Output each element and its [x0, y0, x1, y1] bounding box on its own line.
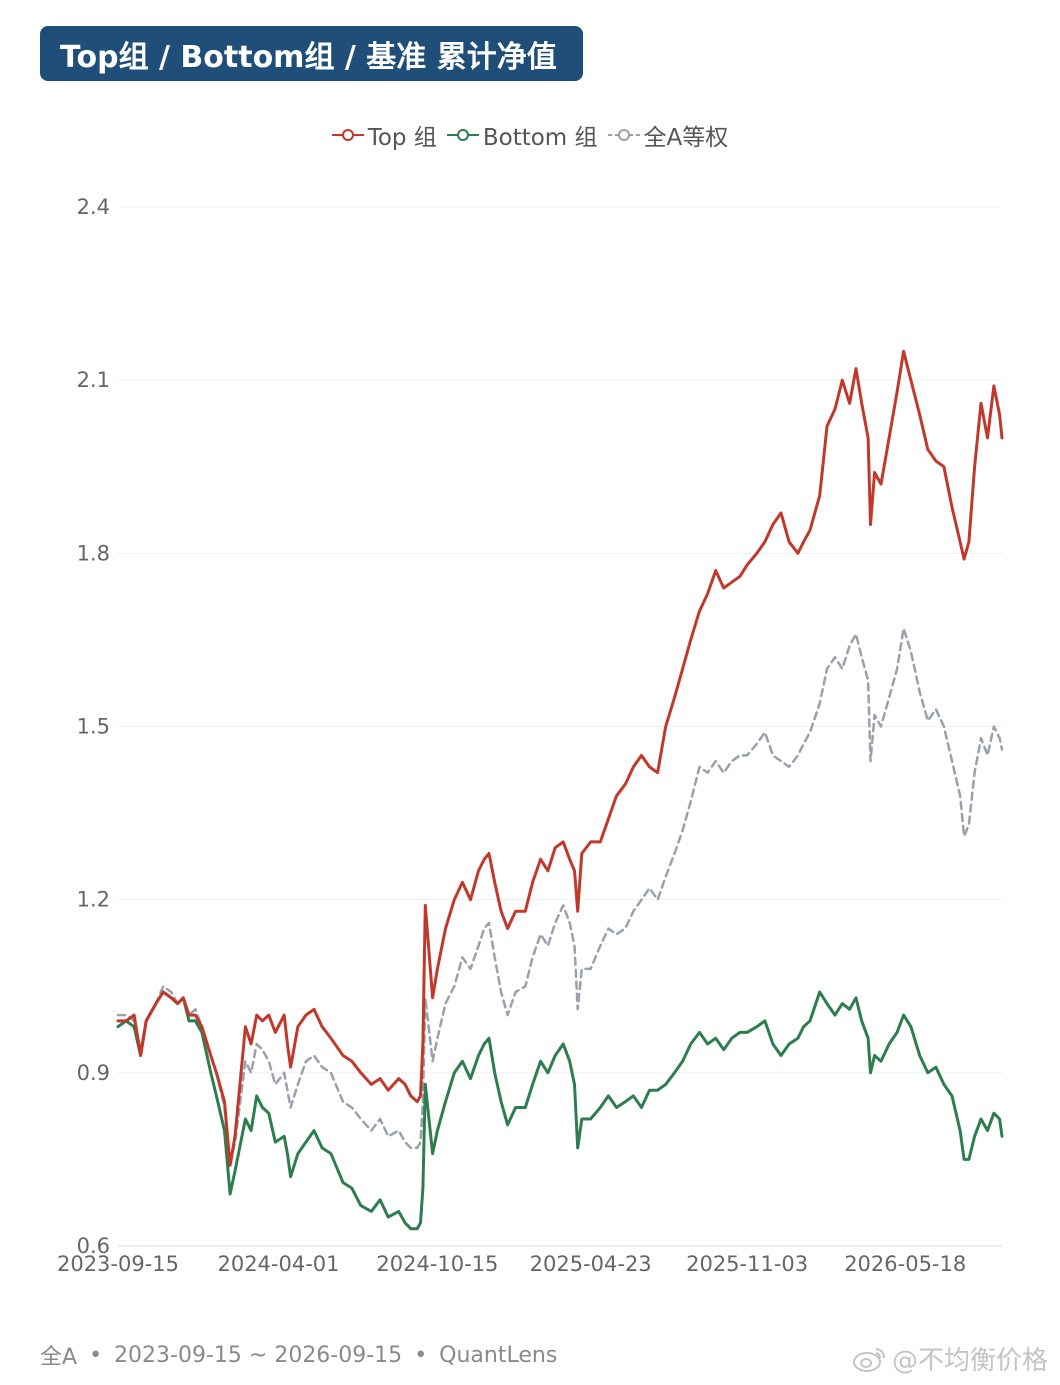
y-tick-label: 2.4	[77, 195, 110, 219]
chart-title: Top组 / Bottom组 / 基准 累计净值	[40, 26, 583, 81]
legend-marker-bottom-icon	[446, 129, 479, 141]
x-tick-label: 2026-05-18	[844, 1252, 966, 1276]
y-tick-label: 0.9	[77, 1061, 110, 1085]
footer-brand: QuantLens	[439, 1342, 558, 1368]
y-tick-label: 2.1	[77, 368, 110, 392]
x-axis: 2023-09-15 2024-04-01 2024-10-15 2025-04-23…	[57, 1252, 966, 1276]
line-chart: 2.4 2.1 1.8 1.5 1.2 0.9 0.6 2023-09-15 2024-04-…	[57, 195, 1004, 1276]
legend-label-top: Top 组	[367, 125, 437, 151]
weibo-icon	[852, 1347, 885, 1372]
x-tick-label: 2024-04-01	[217, 1252, 339, 1276]
chart-series	[116, 349, 1004, 1231]
legend-label-bottom: Bottom 组	[482, 125, 598, 151]
series-line-top	[116, 349, 1004, 1167]
legend-marker-benchmark-icon	[607, 129, 640, 141]
x-tick-label: 2023-09-15	[57, 1252, 179, 1276]
x-tick-label: 2025-04-23	[530, 1252, 652, 1276]
y-tick-label: 1.5	[77, 715, 110, 739]
watermark-text: @不均衡价格	[891, 1346, 1048, 1376]
chart-legend: Top 组 Bottom 组 全A等权	[0, 117, 1060, 153]
chart-footer: 全A • 2023-09-15 ~ 2026-09-15 • QuantLens	[40, 1338, 557, 1372]
chart-grid	[118, 206, 1002, 1247]
legend-item-benchmark[interactable]: 全A等权	[607, 118, 729, 152]
watermark: @不均衡价格	[852, 1340, 1048, 1377]
x-tick-label: 2024-10-15	[376, 1252, 498, 1276]
y-axis: 2.4 2.1 1.8 1.5 1.2 0.9 0.6	[77, 195, 110, 1258]
y-tick-label: 1.8	[77, 541, 110, 565]
y-tick-label: 1.2	[77, 888, 110, 912]
legend-item-bottom[interactable]: Bottom 组	[446, 118, 598, 152]
y-tick-label: 0.6	[77, 1234, 110, 1258]
chart-title-text: Top组 / Bottom组 / 基准 累计净值	[60, 39, 557, 75]
footer-separator: •	[89, 1342, 103, 1368]
x-tick-label: 2025-11-03	[686, 1252, 808, 1276]
footer-date-range: 2023-09-15 ~ 2026-09-15	[114, 1342, 403, 1368]
legend-label-benchmark: 全A等权	[643, 125, 729, 151]
series-line-benchmark	[116, 627, 1004, 1167]
footer-separator: •	[414, 1342, 428, 1368]
footer-universe: 全A	[40, 1345, 78, 1370]
series-line-bottom	[116, 990, 1004, 1231]
legend-marker-top-icon	[331, 129, 364, 141]
legend-item-top[interactable]: Top 组	[331, 118, 437, 152]
